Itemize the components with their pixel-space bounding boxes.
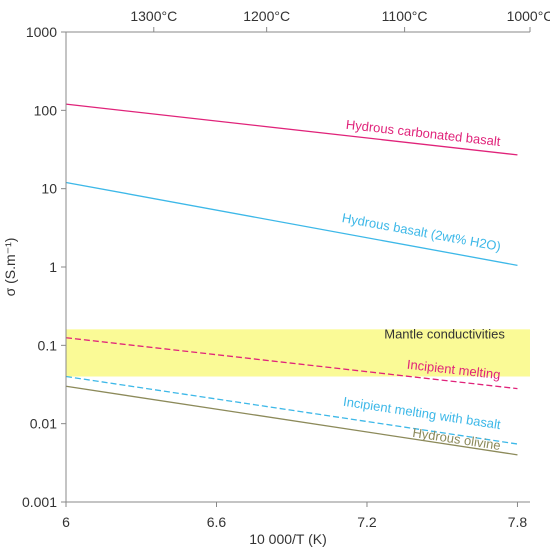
x-tick-label: 7.8 bbox=[508, 514, 528, 530]
x-tick-label: 7.2 bbox=[357, 514, 377, 530]
annotation-mantle-conductivities: Mantle conductivities bbox=[384, 327, 505, 342]
top-axis-tick-label: 1300°C bbox=[130, 8, 177, 24]
top-axis-tick-label: 1200°C bbox=[243, 8, 290, 24]
y-tick-label: 100 bbox=[34, 102, 58, 118]
top-axis-tick-label: 1000°C bbox=[507, 8, 550, 24]
series-line-incipient-melting-with-basalt bbox=[65, 375, 518, 445]
series-line-hydrous-basalt-2wt-h2o bbox=[65, 181, 518, 266]
x-tick-label: 6 bbox=[62, 514, 70, 530]
y-tick-label: 10 bbox=[41, 181, 57, 197]
y-tick-label: 1 bbox=[49, 259, 57, 275]
y-tick-label: 1000 bbox=[26, 24, 57, 40]
series-line-hydrous-olivine bbox=[65, 385, 518, 456]
y-axis-title: σ (S.m⁻¹) bbox=[2, 238, 18, 297]
series-line-hydrous-carbonated-basalt bbox=[65, 103, 518, 156]
x-axis-title: 10 000/T (K) bbox=[249, 531, 327, 547]
mantle-conductivity-band bbox=[66, 329, 530, 377]
series-line-incipient-melting bbox=[65, 337, 518, 390]
x-tick-label: 6.6 bbox=[207, 514, 227, 530]
top-axis-tick-label: 1100°C bbox=[382, 8, 428, 24]
y-tick-label: 0.1 bbox=[38, 337, 58, 353]
y-tick-label: 0.001 bbox=[22, 494, 57, 510]
y-tick-label: 0.01 bbox=[30, 416, 57, 432]
